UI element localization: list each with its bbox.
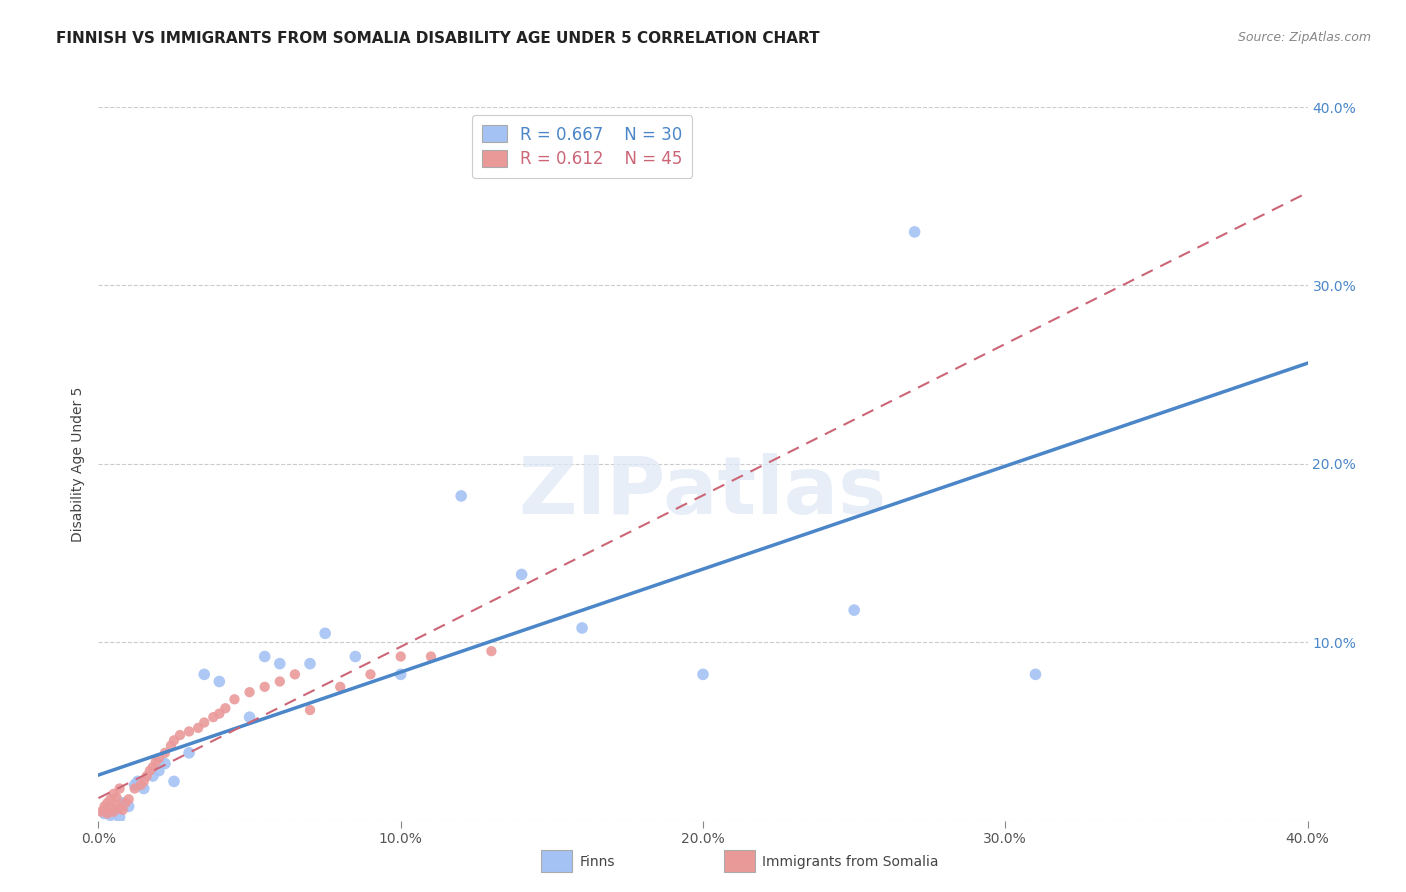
Point: [100, 801, 122, 815]
Point: [103, 787, 125, 801]
Legend: R = 0.667    N = 30, R = 0.612    N = 45: R = 0.667 N = 30, R = 0.612 N = 45: [472, 115, 692, 178]
Point: [208, 706, 231, 721]
Point: [202, 710, 225, 724]
Point: [145, 755, 167, 769]
Point: [100, 792, 122, 806]
Point: [127, 774, 149, 789]
Text: Immigrants from Somalia: Immigrants from Somalia: [762, 855, 939, 869]
Point: [253, 680, 276, 694]
Point: [160, 739, 183, 753]
Point: [299, 703, 322, 717]
Point: [844, 603, 866, 617]
Point: [299, 657, 322, 671]
Point: [153, 756, 176, 771]
Point: [420, 649, 443, 664]
Point: [193, 667, 215, 681]
Point: [344, 649, 367, 664]
Point: [96, 806, 118, 821]
Point: [239, 685, 262, 699]
Point: [142, 760, 165, 774]
Point: [100, 808, 122, 822]
Point: [239, 710, 262, 724]
Point: [142, 769, 165, 783]
Point: [153, 746, 176, 760]
Point: [148, 764, 170, 778]
Point: [1024, 667, 1046, 681]
Point: [314, 626, 336, 640]
Point: [692, 667, 714, 681]
Point: [179, 746, 201, 760]
Point: [90, 805, 112, 819]
Point: [163, 774, 186, 789]
Point: [103, 805, 125, 819]
Point: [208, 674, 231, 689]
Y-axis label: Disability Age Under 5: Disability Age Under 5: [72, 386, 86, 541]
Point: [214, 701, 236, 715]
Point: [105, 797, 128, 812]
Point: [132, 774, 155, 789]
Point: [284, 667, 307, 681]
Point: [108, 810, 131, 824]
Point: [193, 715, 215, 730]
Point: [139, 764, 162, 778]
Point: [360, 667, 382, 681]
Point: [389, 649, 412, 664]
Point: [118, 799, 141, 814]
Point: [124, 778, 146, 792]
Point: [108, 801, 131, 815]
Point: [450, 489, 472, 503]
Point: [187, 721, 209, 735]
Text: Finns: Finns: [579, 855, 614, 869]
Point: [169, 728, 191, 742]
Point: [93, 803, 115, 817]
Point: [108, 781, 131, 796]
Point: [510, 567, 533, 582]
Point: [253, 649, 276, 664]
Point: [269, 657, 291, 671]
Point: [111, 803, 134, 817]
Point: [179, 724, 201, 739]
Point: [93, 799, 115, 814]
Point: [224, 692, 246, 706]
Point: [135, 769, 157, 783]
Point: [129, 778, 152, 792]
Point: [93, 806, 115, 821]
Text: ZIPatlas: ZIPatlas: [519, 453, 887, 532]
Point: [571, 621, 593, 635]
Point: [389, 667, 412, 681]
Point: [904, 225, 927, 239]
Point: [96, 796, 118, 810]
Point: [105, 790, 128, 805]
Point: [329, 680, 352, 694]
Point: [132, 781, 155, 796]
Text: Source: ZipAtlas.com: Source: ZipAtlas.com: [1237, 31, 1371, 45]
Point: [163, 733, 186, 747]
Point: [103, 803, 125, 817]
Text: FINNISH VS IMMIGRANTS FROM SOMALIA DISABILITY AGE UNDER 5 CORRELATION CHART: FINNISH VS IMMIGRANTS FROM SOMALIA DISAB…: [56, 31, 820, 46]
Point: [269, 674, 291, 689]
Point: [114, 796, 136, 810]
Point: [118, 792, 141, 806]
Point: [148, 751, 170, 765]
Point: [111, 796, 134, 810]
Point: [124, 781, 146, 796]
Point: [481, 644, 503, 658]
